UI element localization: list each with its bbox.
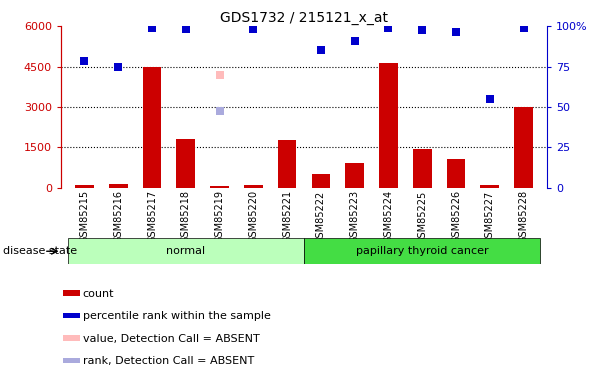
Bar [278,141,296,188]
Point [350,38,359,44]
Bar [480,185,499,188]
Point [80,58,89,64]
Point [249,26,258,32]
Point [316,48,326,54]
Bar [345,164,364,188]
Bar [143,67,161,188]
Text: percentile rank within the sample: percentile rank within the sample [83,311,271,321]
Point [417,27,427,33]
Bar [311,174,330,188]
Point [384,25,393,31]
Bar [379,63,398,188]
Point [113,63,123,70]
Bar [67,238,304,264]
Text: rank, Detection Call = ABSENT: rank, Detection Call = ABSENT [83,356,254,366]
Title: GDS1732 / 215121_x_at: GDS1732 / 215121_x_at [220,11,388,25]
Point [215,108,224,114]
Point [181,26,191,32]
Bar [413,148,432,188]
Point [147,25,157,31]
Bar [75,185,94,188]
Bar [63,358,80,363]
Bar [210,186,229,188]
Point [519,25,528,31]
Bar [514,107,533,188]
Bar [304,238,541,264]
Bar [63,313,80,318]
Bar [63,290,80,296]
Text: disease state: disease state [3,246,77,256]
Text: normal: normal [166,246,206,256]
Bar [176,139,195,188]
Point [215,72,224,78]
Bar [63,335,80,341]
Text: value, Detection Call = ABSENT: value, Detection Call = ABSENT [83,334,260,344]
Point [485,96,495,102]
Bar [109,184,128,188]
Text: count: count [83,289,114,299]
Bar [244,185,263,188]
Text: papillary thyroid cancer: papillary thyroid cancer [356,246,489,256]
Bar [447,159,465,188]
Point [451,28,461,34]
